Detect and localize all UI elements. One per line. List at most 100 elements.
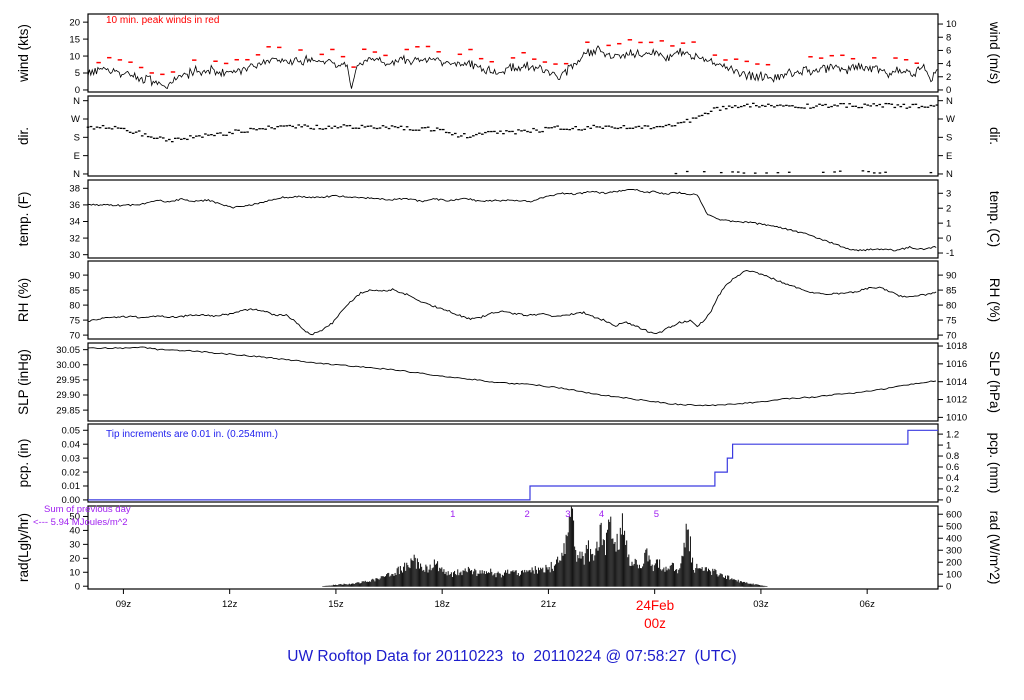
dir-point — [514, 133, 517, 135]
dir-point-low — [753, 172, 757, 174]
dir-point — [387, 127, 391, 130]
dir-point — [484, 131, 487, 134]
dir-point — [267, 125, 270, 127]
ytick-right-slp: 1018 — [946, 341, 967, 352]
dir-point — [228, 131, 231, 134]
dir-point — [113, 125, 117, 128]
wind-peak-mark — [107, 56, 112, 59]
dir-point — [270, 127, 273, 129]
dir-point — [405, 126, 409, 128]
dir-point — [812, 106, 815, 109]
dir-point — [339, 126, 343, 128]
dir-point-low — [867, 170, 870, 173]
dir-point-low — [685, 170, 689, 173]
ytick-right-temp: 1 — [946, 218, 951, 229]
dir-point — [174, 137, 177, 140]
wind-peak-mark — [893, 57, 898, 59]
dir-point — [628, 127, 632, 129]
ytick-left-rad: 30 — [69, 540, 80, 551]
ylabel-left-slp: SLP (inHg) — [16, 349, 31, 415]
dir-point — [249, 127, 252, 130]
dir-point — [797, 106, 800, 109]
wind-peak-mark — [648, 41, 654, 44]
dir-point — [252, 128, 255, 130]
dir-point — [149, 136, 153, 138]
dir-point — [526, 130, 529, 133]
dir-point — [709, 110, 713, 112]
dir-point — [423, 127, 427, 129]
dir-point — [794, 106, 797, 108]
dir-point — [821, 104, 824, 106]
dir-point — [240, 131, 243, 133]
dir-point — [712, 107, 716, 109]
wind-peak-mark — [425, 45, 431, 48]
panel-wind: 0 5 10 15 20 0 2 4 6 8 10 wind (kts) wind (m/s) — [16, 13, 1002, 96]
dir-point — [435, 127, 439, 129]
ytick-left-slp: 29.85 — [56, 405, 80, 416]
wind-peak-mark — [829, 54, 834, 57]
ytick-left-slp: 30.05 — [56, 345, 80, 356]
ylabel-right-dir: dir. — [987, 127, 1002, 145]
dir-point-low — [719, 171, 723, 174]
dir-point — [231, 132, 234, 135]
dir-point — [213, 134, 216, 137]
dir-point — [237, 129, 240, 131]
dir-point — [318, 128, 322, 130]
wind-peak-mark — [532, 58, 537, 60]
pcp-step-trace — [88, 429, 938, 501]
panel-border-wind — [87, 13, 939, 93]
wind-peak-mark — [670, 45, 675, 47]
ytick-right-wind: 4 — [946, 59, 951, 70]
dir-point — [453, 132, 457, 135]
dir-point — [297, 124, 301, 126]
wind-peak-mark — [872, 57, 877, 59]
dir-point — [634, 126, 638, 128]
dir-point — [863, 103, 866, 105]
dir-point-low — [787, 171, 791, 173]
wind-peak-mark — [765, 63, 771, 66]
dir-point — [694, 117, 698, 119]
dir-point — [661, 126, 665, 128]
xtick-06z: 06z — [860, 599, 876, 610]
wind-peak-mark — [755, 63, 760, 65]
ytick-left-rh: 75 — [69, 315, 80, 326]
wind-peak-mark — [585, 41, 590, 43]
dir-point — [682, 121, 686, 123]
dir-point — [914, 103, 918, 105]
ylabel-right-rh: RH (%) — [987, 278, 1002, 322]
ytick-left-temp: 36 — [69, 200, 80, 211]
dir-point — [104, 127, 108, 129]
ylabel-right-rad: rad (W/m^2) — [987, 511, 1002, 585]
dir-point — [748, 106, 752, 108]
dir-point — [508, 130, 511, 133]
ylabel-left-pcp: pcp. (in) — [16, 439, 31, 488]
wind-peak-mark — [638, 41, 643, 44]
wind-peak-mark — [128, 61, 133, 63]
dir-point — [730, 106, 734, 109]
dir-point — [189, 135, 192, 137]
dir-point — [375, 127, 379, 130]
ytick-left-dir: S — [74, 133, 80, 144]
ytick-left-pcp: 0.05 — [62, 425, 81, 436]
ytick-left-rh: 85 — [69, 285, 80, 296]
wind-peak-mark — [340, 55, 346, 58]
wind-peak-mark — [563, 62, 569, 65]
dir-point — [815, 105, 818, 107]
dir-point — [577, 129, 580, 131]
dir-point — [125, 129, 129, 132]
dir-point — [378, 127, 382, 129]
dir-point — [598, 126, 602, 128]
wind-peak-annotation: 10 min. peak winds in red — [106, 15, 220, 26]
dir-point — [908, 106, 912, 108]
wind-peak-mark — [733, 58, 739, 60]
dir-point — [131, 132, 135, 134]
dir-point — [369, 125, 373, 127]
wind-peak-mark — [468, 48, 473, 51]
dir-point — [718, 109, 722, 111]
x-axis-date-label: 24Feb — [635, 598, 675, 613]
dir-point — [116, 127, 120, 129]
dir-point — [833, 104, 836, 106]
dir-point — [345, 125, 349, 127]
dir-point — [195, 135, 198, 137]
